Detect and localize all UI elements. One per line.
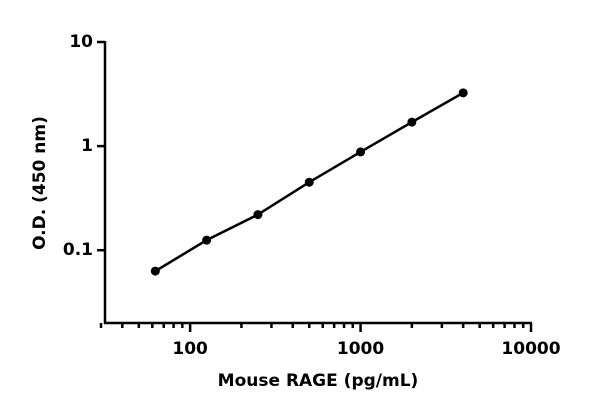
data-point	[407, 117, 417, 127]
data-point	[253, 210, 263, 220]
y-axis-title: O.D. (450 nm)	[30, 116, 50, 250]
x-tick-label: 100	[172, 339, 208, 359]
data-point	[202, 235, 212, 245]
y-tick-label: 0.1	[63, 240, 93, 260]
x-tick-label: 1000	[337, 339, 384, 359]
x-axis-title: Mouse RAGE (pg/mL)	[218, 371, 419, 391]
data-point	[356, 147, 366, 157]
y-tick-label: 1	[81, 136, 93, 156]
x-tick-label: 10000	[501, 339, 560, 359]
data-point	[458, 88, 468, 98]
data-point	[304, 177, 314, 187]
y-tick-label: 10	[69, 32, 93, 52]
data-point	[150, 266, 160, 276]
